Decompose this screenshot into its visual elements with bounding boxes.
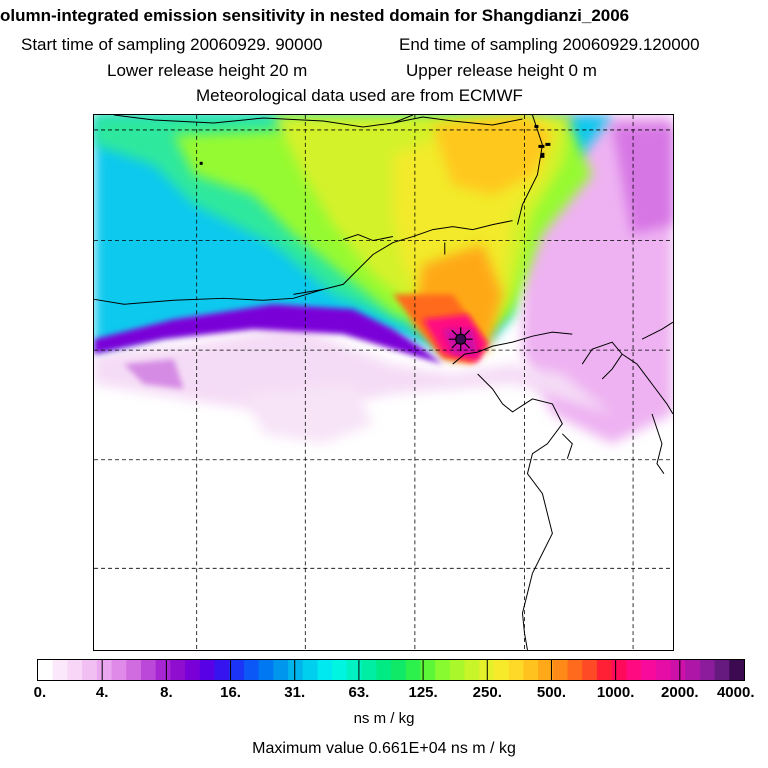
colorbar-swatch <box>170 660 186 680</box>
colorbar-swatch <box>258 660 274 680</box>
colorbar-swatch <box>288 660 304 680</box>
colorbar-swatch <box>449 660 466 680</box>
colorbar-swatch <box>391 660 407 680</box>
colorbar-swatch <box>420 660 436 680</box>
colorbar-swatch <box>376 660 392 680</box>
lat-lon-grid <box>94 115 673 650</box>
colorbar-swatch <box>464 660 480 680</box>
colorbar-swatch <box>611 660 627 680</box>
colorbar-swatch <box>126 660 142 680</box>
colorbar-tick-label: 16. <box>220 684 241 701</box>
colorbar-swatch <box>38 660 54 680</box>
colorbar-border <box>37 659 745 681</box>
color-scale-bar <box>37 659 745 681</box>
colorbar-swatch <box>626 660 642 680</box>
colorbar-unit-label: ns m / kg <box>353 710 415 727</box>
colorbar-tick-label: 63. <box>348 684 370 701</box>
colorbar-tick-label: 2000. <box>661 684 699 701</box>
receptor-star-icon <box>448 327 473 352</box>
colorbar-swatch <box>508 660 524 680</box>
colorbar-swatch <box>67 660 83 680</box>
colorbar-tick-label: 0. <box>33 684 47 701</box>
colorbar-swatch <box>582 660 598 680</box>
colorbar-swatch <box>185 660 201 680</box>
colorbar-swatch <box>332 660 348 680</box>
coastlines <box>94 115 673 650</box>
colorbar-swatch <box>52 660 68 680</box>
map-fill-plume <box>94 115 613 365</box>
colorbar-swatch <box>111 660 127 680</box>
colorbar-swatch <box>641 660 657 680</box>
colorbar-swatch <box>670 660 686 680</box>
colorbar-swatch <box>596 660 613 680</box>
colorbar-swatch <box>199 660 215 680</box>
upper-release-label: Upper release height 0 m <box>406 61 597 80</box>
colorbar-swatch <box>655 660 671 680</box>
lower-release-label: Lower release height 20 m <box>107 61 308 80</box>
colorbar-swatch <box>302 660 318 680</box>
colorbar-tick-label: 125. <box>408 684 438 701</box>
plot-title: olumn-integrated emission sensitivity in… <box>0 6 630 25</box>
colorbar-tick-label: 250. <box>472 684 502 701</box>
colorbar-swatch <box>699 660 716 680</box>
colorbar-swatch <box>729 660 745 680</box>
end-time-label: End time of sampling 20060929.120000 <box>399 35 700 54</box>
maximum-value-label: Maximum value 0.661E+04 ns m / kg <box>252 740 516 757</box>
colorbar-swatch <box>567 660 583 680</box>
colorbar-swatch <box>435 660 451 680</box>
sensitivity-map <box>93 114 674 651</box>
colorbar-swatch <box>346 660 363 680</box>
colorbar-swatch <box>155 660 171 680</box>
colorbar-swatch <box>243 660 260 680</box>
colorbar-swatch <box>685 660 701 680</box>
colorbar-tick-label: 4000. <box>716 684 755 701</box>
start-time-label: Start time of sampling 20060929. 90000 <box>21 35 323 54</box>
colorbar-swatch <box>214 660 230 680</box>
colorbar-tick-label: 1000. <box>596 684 635 701</box>
colorbar-swatch <box>273 660 289 680</box>
colorbar-swatch <box>523 660 539 680</box>
colorbar-swatch <box>96 660 113 680</box>
colorbar-swatch <box>140 660 157 680</box>
colorbar-tick-label: 500. <box>536 684 567 701</box>
colorbar-swatch <box>361 660 377 680</box>
colorbar-swatch <box>538 660 554 680</box>
colorbar-tick-label: 8. <box>160 684 173 701</box>
colorbar-swatch <box>714 660 730 680</box>
colorbar-swatch <box>82 660 98 680</box>
meteo-source-label: Meteorological data used are from ECMWF <box>196 86 523 105</box>
small-island-icons <box>199 124 551 165</box>
colorbar-swatch <box>493 660 510 680</box>
colorbar-swatch <box>317 660 333 680</box>
colorbar-swatch <box>405 660 421 680</box>
colorbar-swatch <box>552 660 568 680</box>
colorbar-tick-label: 31. <box>284 684 306 701</box>
colorbar-swatch <box>229 660 245 680</box>
colorbar-tick-label: 4. <box>95 684 109 701</box>
